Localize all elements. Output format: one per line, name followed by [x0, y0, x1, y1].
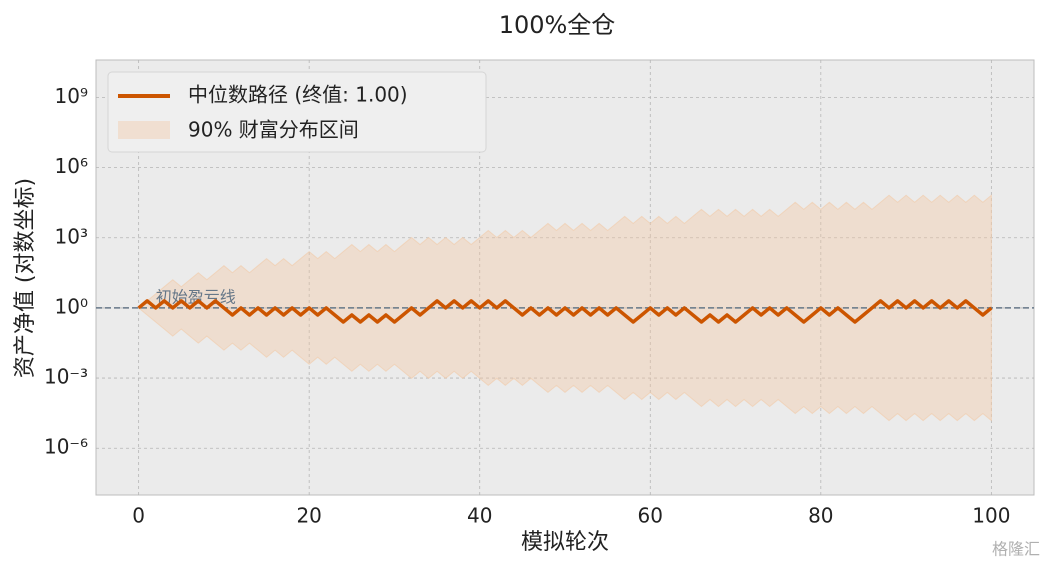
- watermark: 格隆汇: [992, 540, 1040, 559]
- x-tick-label: 40: [467, 504, 492, 528]
- y-tick-label: 10³: [55, 224, 88, 248]
- y-axis-label: 资产净值 (对数坐标): [13, 178, 38, 378]
- x-axis-label: 模拟轮次: [521, 530, 609, 555]
- legend-box: [107, 71, 487, 153]
- legend-label: 90% 财富分布区间: [188, 118, 359, 142]
- median-line: [137, 299, 993, 324]
- legend-label: 中位数路径 (终值: 1.00): [188, 83, 408, 107]
- y-tick-label: 10⁻⁶: [44, 435, 88, 459]
- x-tick-label: 20: [296, 504, 321, 528]
- y-tick-label: 10⁹: [55, 84, 88, 108]
- x-tick-label: 0: [132, 504, 145, 528]
- y-tick-label: 10⁶: [55, 154, 88, 178]
- chart-title: 100%全仓: [499, 11, 616, 39]
- legend-swatch: [118, 121, 170, 139]
- x-tick-label: 80: [808, 504, 833, 528]
- x-tick-label: 60: [638, 504, 663, 528]
- legend: 中位数路径 (终值: 1.00) 90% 财富分布区间: [107, 71, 487, 153]
- y-tick-label: 10⁰: [55, 294, 88, 318]
- y-tick-label: 10⁻³: [44, 365, 88, 389]
- x-tick-label: 100: [972, 504, 1010, 528]
